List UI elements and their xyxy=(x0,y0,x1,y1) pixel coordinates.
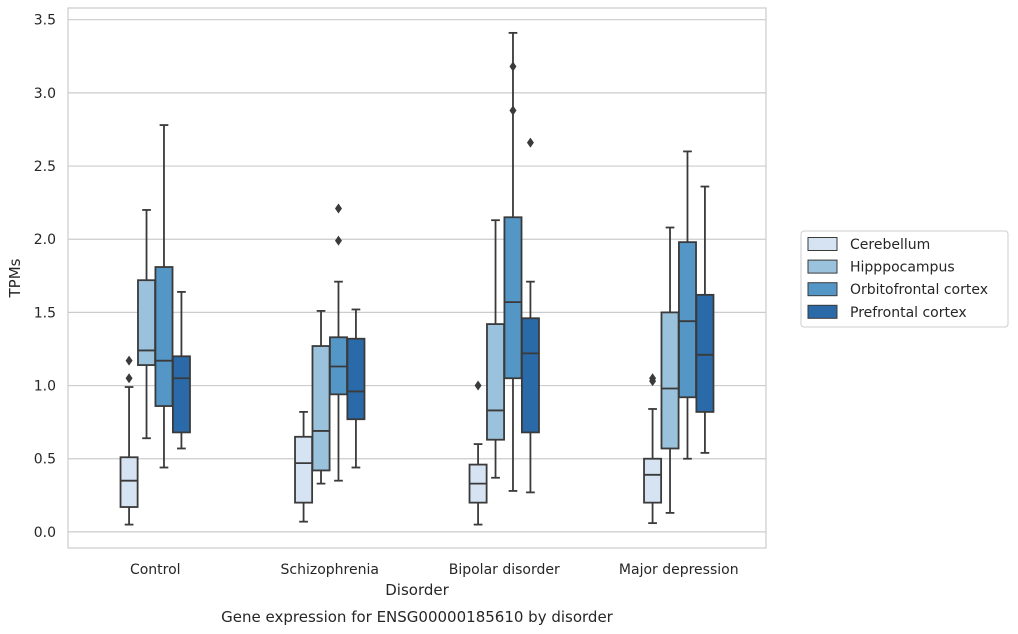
box-group xyxy=(137,209,156,440)
box xyxy=(311,345,331,472)
box xyxy=(137,279,156,366)
legend-label: Hipppocampus xyxy=(850,260,955,276)
outlier-point xyxy=(509,105,517,116)
legend-frame xyxy=(800,230,1009,328)
legend-swatch xyxy=(807,282,838,297)
outlier-point xyxy=(526,137,534,148)
box-group xyxy=(119,355,139,526)
box-group xyxy=(695,185,715,454)
box-group xyxy=(503,31,523,492)
y-tick-label: 3.5 xyxy=(34,13,56,29)
x-axis-label: Disorder xyxy=(385,581,449,599)
box xyxy=(154,266,174,407)
box xyxy=(171,355,191,434)
outlier-point xyxy=(474,380,482,391)
legend-swatch xyxy=(807,237,838,251)
x-axis-ticks: Control Schizophrenia Bipolar disorder Majo… xyxy=(130,562,739,578)
outlier-point xyxy=(334,203,342,214)
y-tick-label: 3.0 xyxy=(34,86,56,102)
box-group xyxy=(154,124,174,469)
box xyxy=(678,241,697,399)
y-tick-label: 1.0 xyxy=(34,379,56,395)
y-axis-ticks: 0.0 0.5 1.0 1.5 2.0 2.5 3.0 3.5 xyxy=(34,13,56,541)
outlier-point xyxy=(334,235,342,246)
legend-label: Orbitofrontal cortex xyxy=(850,282,988,298)
box-group xyxy=(329,203,348,482)
legend-label: Cerebellum xyxy=(850,237,930,253)
chart-caption: Gene expression for ENSG00000185610 by d… xyxy=(221,608,614,626)
box xyxy=(660,311,680,450)
box xyxy=(695,293,715,413)
plot-frame xyxy=(67,7,767,549)
legend-label: Prefrontal cortex xyxy=(850,305,967,321)
box-group xyxy=(294,411,314,523)
outlier-point xyxy=(649,373,657,384)
y-tick-label: 0.5 xyxy=(34,452,56,468)
box-group xyxy=(486,219,505,479)
box-group xyxy=(678,150,697,460)
legend-swatch xyxy=(807,304,838,319)
box-group xyxy=(171,291,191,450)
y-tick-label: 0.0 xyxy=(34,525,56,541)
box xyxy=(119,456,139,508)
x-tick-label: Schizophrenia xyxy=(281,562,379,578)
y-tick-label: 1.5 xyxy=(34,305,56,321)
box-group xyxy=(311,310,331,485)
y-axis-label: TPMs xyxy=(6,258,24,298)
box-group xyxy=(660,226,680,514)
outlier-point xyxy=(509,61,517,72)
box-group xyxy=(520,137,540,494)
box-plots xyxy=(119,31,715,526)
y-tick-label: 2.5 xyxy=(34,159,56,175)
box xyxy=(486,323,505,441)
x-tick-label: Major depression xyxy=(619,562,739,578)
outlier-point xyxy=(125,355,133,366)
box xyxy=(643,457,663,504)
box xyxy=(294,435,314,504)
x-tick-label: Bipolar disorder xyxy=(449,562,560,578)
box-group xyxy=(643,373,663,525)
outlier-point xyxy=(125,373,133,384)
legend-swatch xyxy=(807,259,838,274)
legend: Cerebellum Hipppocampus Orbitofrontal cort… xyxy=(800,230,1009,328)
x-tick-label: Control xyxy=(130,562,181,578)
box-group xyxy=(346,308,366,469)
box xyxy=(520,317,540,434)
box-group xyxy=(468,380,488,526)
y-tick-label: 2.0 xyxy=(34,232,56,248)
box xyxy=(346,337,366,421)
box xyxy=(503,216,523,380)
